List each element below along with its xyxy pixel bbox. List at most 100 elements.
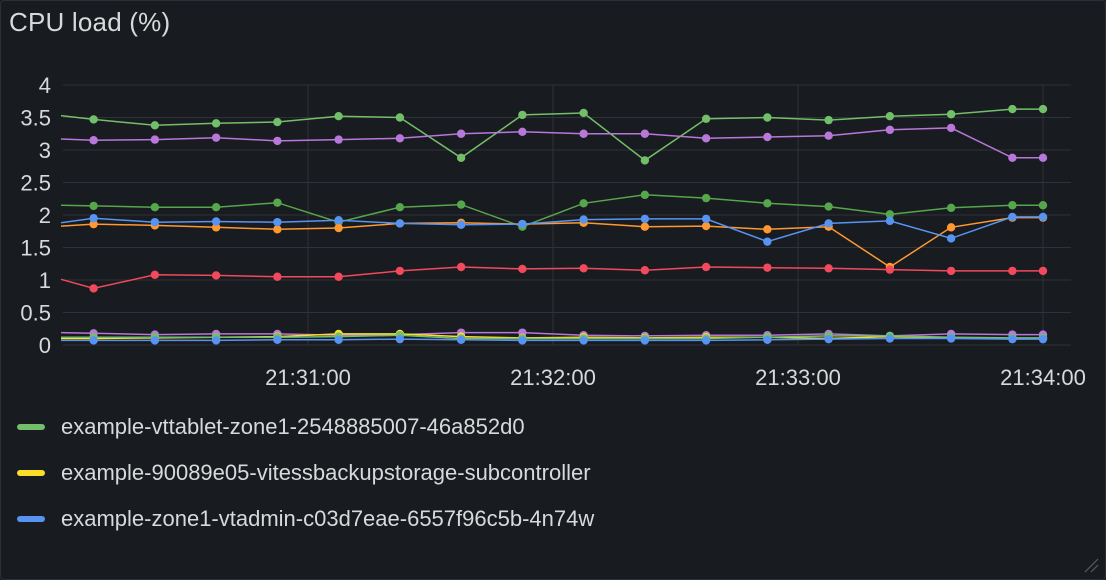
series-point-0 (150, 121, 160, 130)
series-point-0 (824, 115, 833, 125)
series-point-4 (946, 234, 956, 243)
series-point-3 (273, 225, 282, 234)
series-point-5 (1008, 266, 1017, 276)
series-point-2 (273, 198, 282, 207)
y-tick-label: 3 (39, 138, 51, 163)
series-point-4 (211, 217, 221, 226)
series-point-1 (824, 131, 833, 140)
series-point-2 (211, 203, 221, 212)
series-point-0 (763, 113, 772, 122)
x-tick-label: 21:33:00 (755, 365, 841, 390)
series-point-1 (701, 134, 711, 143)
series-point-1 (334, 135, 343, 144)
series-point-5 (456, 262, 466, 272)
series-point-2 (701, 193, 711, 203)
series-line-2 (60, 194, 1043, 228)
series-point-9 (456, 335, 466, 344)
series-point-9 (824, 334, 833, 344)
series-point-4 (640, 214, 650, 224)
series-point-5 (763, 263, 772, 272)
series-point-4 (579, 215, 588, 224)
series-point-2 (89, 201, 98, 211)
series-point-1 (1008, 153, 1017, 162)
x-tick-label: 21:34:00 (1000, 365, 1086, 390)
series-point-4 (150, 217, 160, 227)
x-tick-label: 21:31:00 (265, 365, 351, 390)
series-point-5 (824, 264, 833, 273)
series-point-0 (89, 115, 98, 124)
legend-label: example-vttablet-zone1-2548885007-46a852… (61, 414, 525, 439)
legend-item-backupstorage[interactable]: example-90089e05-vitessbackupstorage-sub… (17, 453, 591, 493)
series-point-5 (89, 284, 98, 293)
series-point-9 (1008, 334, 1017, 344)
series-point-4 (518, 219, 527, 229)
series-point-4 (1038, 212, 1048, 222)
series-point-4 (1008, 212, 1017, 222)
series-point-0 (701, 114, 711, 123)
series-point-2 (1008, 201, 1017, 210)
series-line-1 (60, 127, 1043, 159)
series-point-1 (456, 129, 466, 138)
series-point-2 (946, 203, 956, 213)
series-point-9 (89, 336, 98, 345)
series-point-0 (946, 110, 956, 119)
x-tick-label: 21:32:00 (510, 365, 596, 390)
legend-item-vtadmin[interactable]: example-zone1-vtadmin-c03d7eae-6557f96c5… (17, 499, 594, 539)
series-point-0 (273, 117, 282, 127)
legend-label: example-zone1-vtadmin-c03d7eae-6557f96c5… (61, 506, 595, 531)
series-point-5 (1038, 266, 1048, 276)
legend-label: example-90089e05-vitessbackupstorage-sub… (61, 460, 591, 485)
series-point-9 (395, 334, 405, 344)
legend-swatch (17, 424, 45, 430)
line-chart[interactable]: 0 0.5 1 1.5 2 2.5 3 3.5 4 21:31:00 21:32:00 21:33:0… (1, 61, 1101, 401)
series-point-4 (456, 220, 466, 229)
series-line-3 (60, 216, 1043, 268)
series-point-5 (518, 264, 527, 274)
series-point-9 (518, 336, 527, 345)
series-point-5 (395, 266, 405, 276)
series-point-1 (273, 136, 282, 146)
series-point-9 (640, 336, 650, 345)
series-point-5 (334, 272, 343, 281)
series-point-9 (946, 334, 956, 343)
series-point-1 (763, 132, 772, 142)
y-tick-label: 1 (39, 268, 51, 293)
legend-item-vttablet[interactable]: example-vttablet-zone1-2548885007-46a852… (17, 407, 525, 447)
series-point-1 (640, 129, 650, 138)
resize-handle-icon[interactable] (1083, 557, 1099, 573)
series-point-3 (89, 219, 98, 229)
y-tick-label: 0.5 (20, 301, 51, 326)
series-point-0 (640, 156, 650, 165)
series-point-1 (395, 134, 405, 143)
series-point-0 (395, 113, 405, 122)
series-line-0 (60, 108, 1043, 162)
series-point-4 (89, 214, 98, 223)
series-point-2 (885, 210, 895, 219)
series-point-4 (824, 219, 833, 228)
series-point-2 (1038, 201, 1048, 210)
series-point-9 (885, 334, 895, 343)
series-point-1 (885, 125, 895, 135)
series-point-9 (1038, 334, 1048, 344)
series-point-4 (701, 214, 711, 224)
series-point-5 (701, 262, 711, 272)
series-point-5 (273, 272, 282, 281)
series-point-9 (273, 335, 282, 344)
series-point-4 (334, 216, 343, 225)
series-point-2 (579, 199, 588, 208)
series-point-0 (1008, 104, 1017, 114)
series-point-5 (885, 265, 895, 274)
series-point-3 (946, 223, 956, 232)
series-point-1 (579, 129, 588, 138)
series-point-9 (579, 336, 588, 345)
series-point-5 (640, 266, 650, 275)
series-point-4 (395, 219, 405, 228)
series-line-9 (61, 337, 1043, 342)
legend: example-vttablet-zone1-2548885007-46a852… (1, 401, 1101, 561)
series-point-3 (701, 221, 711, 231)
panel-title[interactable]: CPU load (%) (9, 7, 171, 37)
series-point-1 (946, 123, 956, 133)
series-line-4 (60, 216, 1043, 243)
series-point-0 (334, 112, 343, 121)
